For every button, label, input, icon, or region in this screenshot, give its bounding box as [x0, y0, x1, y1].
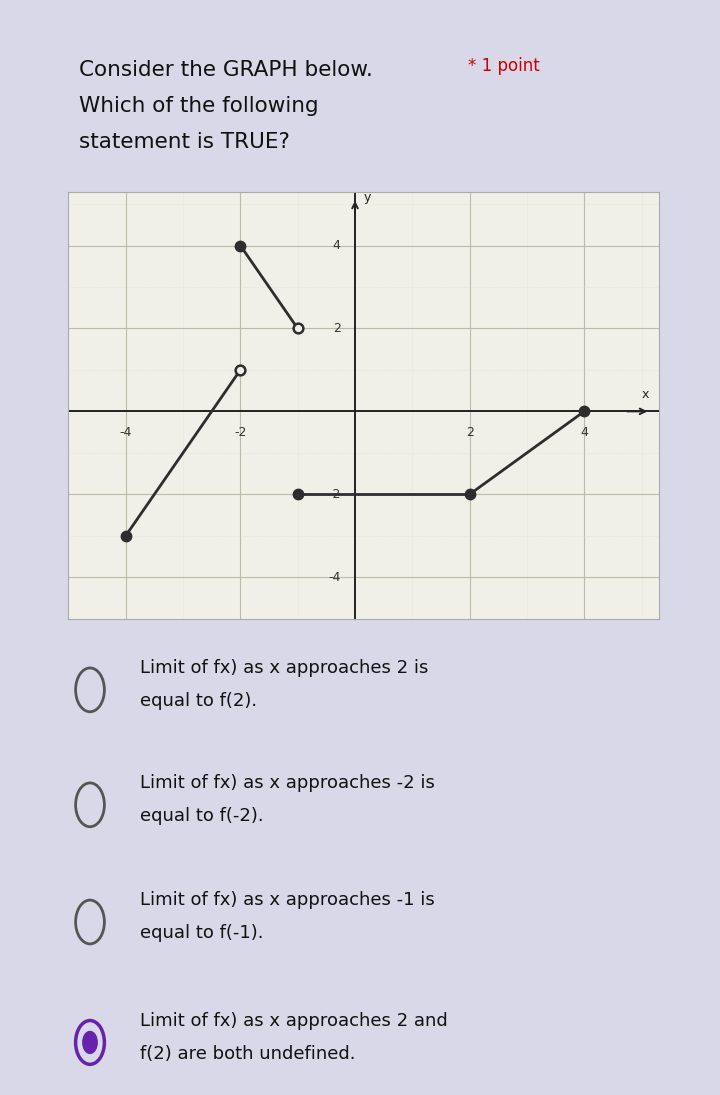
- Text: Limit of fx) as x approaches -2 is: Limit of fx) as x approaches -2 is: [140, 774, 436, 792]
- Text: y: y: [364, 191, 371, 204]
- Text: Limit of fx) as x approaches 2 is: Limit of fx) as x approaches 2 is: [140, 659, 429, 677]
- Text: -4: -4: [120, 426, 132, 439]
- Text: 2: 2: [466, 426, 474, 439]
- Text: -4: -4: [328, 570, 341, 584]
- Text: equal to f(-1).: equal to f(-1).: [140, 924, 264, 942]
- Text: Limit of fx) as x approaches 2 and: Limit of fx) as x approaches 2 and: [140, 1012, 448, 1029]
- Text: Limit of fx) as x approaches -1 is: Limit of fx) as x approaches -1 is: [140, 891, 435, 909]
- Text: 2: 2: [333, 322, 341, 335]
- Text: -2: -2: [328, 487, 341, 500]
- Text: -2: -2: [234, 426, 246, 439]
- Text: x: x: [642, 388, 649, 401]
- Text: Consider the GRAPH below.: Consider the GRAPH below.: [79, 60, 373, 80]
- Text: Which of the following: Which of the following: [79, 96, 319, 116]
- Text: statement is TRUE?: statement is TRUE?: [79, 132, 290, 152]
- Text: f(2) are both undefined.: f(2) are both undefined.: [140, 1045, 356, 1062]
- Text: 4: 4: [333, 239, 341, 252]
- Text: 4: 4: [580, 426, 588, 439]
- Text: * 1 point: * 1 point: [468, 57, 540, 74]
- Text: equal to f(-2).: equal to f(-2).: [140, 807, 264, 825]
- Text: equal to f(2).: equal to f(2).: [140, 692, 258, 710]
